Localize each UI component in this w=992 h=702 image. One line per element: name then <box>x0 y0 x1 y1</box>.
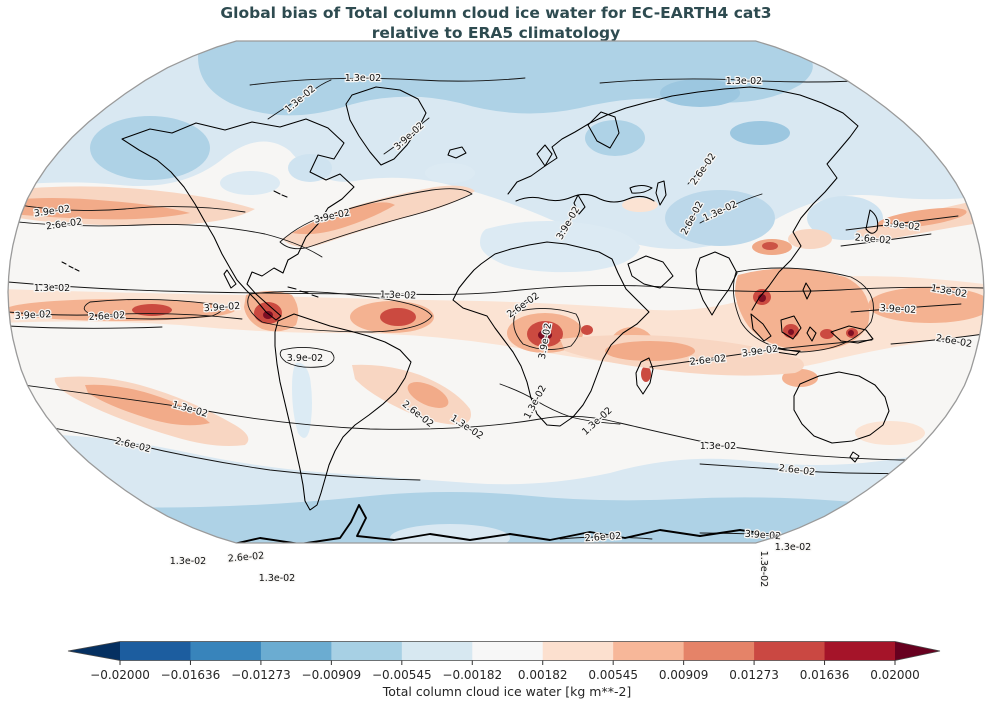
contour-label: 1.3e-02 <box>726 76 762 87</box>
coastline-hawaii <box>61 261 80 272</box>
contour-label: 3.9e-02 <box>287 353 323 364</box>
colorbar-tick-label: −0.02000 <box>90 668 150 682</box>
colorbar-tick-label: −0.01273 <box>231 668 291 682</box>
chart-title-line2: relative to ERA5 climatology <box>371 24 621 42</box>
coastline-borneo <box>780 315 802 340</box>
contour-label: 2.6e-02 <box>584 531 621 545</box>
colorbar-over-arrow <box>895 641 940 661</box>
coastline-caspian <box>655 180 667 206</box>
coastline-north-america <box>121 118 355 321</box>
contour-label: 1.3e-02 <box>34 283 70 294</box>
colorbar-tick-label: 0.01273 <box>729 668 779 682</box>
colorbar-segment <box>331 641 403 661</box>
colorbar-tick-label: 0.02000 <box>870 668 920 682</box>
coastline-africa <box>452 241 650 427</box>
coastline-greenland <box>345 86 427 166</box>
coastline-baja <box>223 269 237 289</box>
coastline-mediterranean <box>515 193 655 203</box>
contour-label: 2.6e-02 <box>689 353 726 368</box>
contour-label: 1.3e-02 <box>345 73 381 84</box>
colorbar-segment <box>120 641 191 661</box>
coastline-eurasia <box>507 86 859 311</box>
coastlines <box>61 86 950 543</box>
coastline-australia <box>793 371 890 444</box>
coastline-sumatra <box>750 313 772 342</box>
coastline-italy <box>573 194 586 215</box>
coastline-caribbean <box>287 286 319 298</box>
coastline-uk <box>536 144 553 167</box>
colorbar-tick-label: −0.00909 <box>302 668 362 682</box>
chart-title-line1: Global bias of Total column cloud ice wa… <box>220 4 772 22</box>
colorbar-segment <box>613 641 685 661</box>
contour-label: 3.9e-02 <box>15 309 52 322</box>
coastline-india <box>695 251 738 316</box>
colorbar-tick-label: 0.01636 <box>800 668 850 682</box>
colorbar-segment <box>190 641 262 661</box>
chart-title: Global bias of Total column cloud ice wa… <box>0 3 992 43</box>
contour-label: 1.3e-02 <box>259 573 295 584</box>
world-map: 1.3e-02 1.3e-021.3e-023.9e-023.9e-022.6e-… <box>7 40 985 589</box>
contour-label: 2.6e-02 <box>89 310 126 323</box>
contour-label: 2.6e-02 <box>854 232 891 246</box>
coastline-iceland <box>447 146 467 159</box>
colorbar-tick-label: 0.00909 <box>659 668 709 682</box>
colorbar-segment <box>824 641 896 661</box>
colorbar: −0.02000 −0.01636 −0.01273 −0.00909 −0.00545… <box>67 641 941 682</box>
coastline-tasmania <box>849 451 860 463</box>
colorbar-segment <box>260 641 332 661</box>
coastline-black-sea <box>629 184 653 194</box>
coastline-philippines <box>802 282 812 300</box>
contour-fill-regions <box>8 41 984 543</box>
contour-label: 1.3e-02 <box>170 556 206 567</box>
contour-label: 1.3e-02 <box>700 441 736 452</box>
contour-label: 3.9e-02 <box>883 218 921 233</box>
contour-label: 1.3e-02 <box>758 551 769 587</box>
contour-label: 3.9e-02 <box>203 301 240 315</box>
coastline-antarctica <box>149 504 847 543</box>
contour-lines <box>8 77 984 540</box>
coastline-new-zealand <box>927 433 950 468</box>
coastline-japan <box>865 209 879 234</box>
contour-label: 3.9e-02 <box>744 529 781 543</box>
coastline-sulawesi <box>806 326 817 342</box>
coastline-new-guinea <box>830 325 874 344</box>
coastline-madagascar <box>635 357 654 395</box>
coastline-great-lakes <box>273 190 288 198</box>
colorbar-tick-label: −0.00182 <box>442 668 502 682</box>
colorbar-tick-label: −0.00545 <box>372 668 432 682</box>
colorbar-segment <box>401 641 473 661</box>
colorbar-segment <box>542 641 614 661</box>
colorbar-segment <box>472 641 544 661</box>
contour-label: 1.3e-02 <box>380 289 417 301</box>
colorbar-segment <box>683 641 755 661</box>
coastline-java <box>768 346 801 356</box>
colorbar-under-arrow <box>68 641 120 661</box>
coastline-south-america <box>274 313 412 511</box>
colorbar-tick-label: 0.00545 <box>588 668 638 682</box>
contour-label: 3.9e-02 <box>879 303 916 316</box>
coastline-scandinavia <box>587 111 620 149</box>
colorbar-tick-label: 0.00182 <box>518 668 568 682</box>
coastline-arabia <box>627 255 674 289</box>
colorbar-tick-label: −0.01636 <box>161 668 221 682</box>
colorbar-segment <box>754 641 826 661</box>
contour-label: 1.3e-02 <box>775 542 811 553</box>
contour-label: 2.6e-02 <box>227 550 264 564</box>
colorbar-label: Total column cloud ice water [kg m**-2] <box>382 684 632 699</box>
